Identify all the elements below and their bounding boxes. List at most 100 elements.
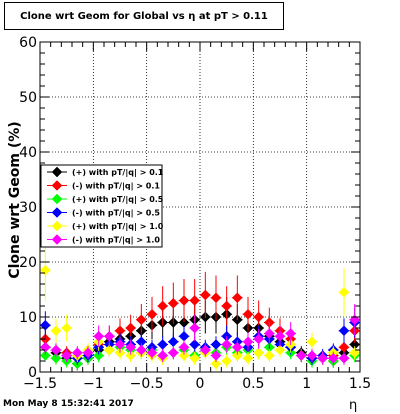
data-markers (39, 239, 361, 371)
tick-labels: −1.5 −1 −0.5 0 0.5 1 1.5 0 10 20 30 40 50 60 (19, 35, 371, 392)
data-point (253, 311, 265, 323)
data-point (39, 264, 51, 276)
data-point (285, 328, 297, 339)
data-point (39, 319, 51, 331)
data-point (274, 330, 286, 342)
legend-marker (51, 166, 63, 178)
data-point (125, 341, 137, 353)
y-axis-label: Clone wrt Geom (%) (7, 121, 23, 278)
legend-marker (51, 207, 63, 218)
axis-ticks (39, 41, 361, 373)
legend-entry: (-) with pT/|q| > 0.5 (72, 209, 160, 218)
data-point (39, 341, 51, 353)
data-point (39, 350, 51, 361)
data-point (82, 347, 94, 359)
legend-marker (51, 193, 63, 205)
data-point (189, 339, 201, 350)
data-point (125, 350, 137, 361)
data-point (157, 339, 169, 350)
data-point (306, 350, 318, 361)
data-point (295, 350, 307, 361)
data-point (50, 344, 62, 356)
data-point (125, 322, 137, 334)
data-point (221, 300, 233, 312)
data-point (231, 292, 243, 304)
data-point (210, 292, 222, 304)
x-axis-label: η (349, 398, 358, 413)
data-point (178, 341, 190, 353)
y-tick-label: 40 (19, 145, 37, 161)
x-tick-label: −0.5 (130, 376, 164, 392)
data-point (71, 347, 83, 359)
data-point (50, 352, 62, 364)
y-tick-label: 30 (19, 200, 37, 216)
data-point (231, 350, 243, 361)
data-point (263, 350, 275, 361)
legend-marker (51, 220, 63, 232)
data-point (93, 350, 105, 361)
legend-entry: (+) with pT/|q| > 1.0 (72, 222, 164, 231)
y-tick-label: 20 (19, 255, 37, 271)
data-point (306, 336, 318, 348)
data-point (135, 314, 147, 326)
data-point (349, 347, 361, 359)
data-point (114, 339, 126, 350)
data-point (253, 347, 265, 359)
data-point (178, 330, 190, 342)
data-point (231, 341, 243, 353)
data-point (61, 322, 73, 334)
y-tick-label: 60 (19, 35, 37, 51)
legend-marker (51, 180, 63, 191)
legend-entry: (+) with pT/|q| > 0.5 (72, 195, 164, 204)
x-tick-label: 0.5 (242, 376, 264, 392)
legend-entry: (-) with pT/|q| > 0.1 (72, 182, 160, 191)
data-point (103, 330, 115, 342)
x-tick-label: −1 (83, 376, 104, 392)
data-point (242, 308, 254, 320)
data-point (221, 355, 233, 367)
data-point (317, 352, 329, 364)
data-point (167, 297, 179, 309)
data-point (274, 344, 286, 356)
data-point (178, 295, 190, 306)
y-tick-label: 50 (19, 90, 37, 106)
data-point (263, 328, 275, 339)
data-point (199, 289, 211, 301)
y-tick-label: 10 (19, 310, 37, 326)
legend-entry: (+) with pT/|q| > 0.1 (72, 168, 164, 177)
data-point (338, 352, 350, 364)
legend-entry: (-) with pT/|q| > 1.0 (72, 236, 160, 245)
data-point (221, 339, 233, 350)
data-point (135, 344, 147, 356)
data-point (103, 344, 115, 356)
data-point (189, 295, 201, 306)
data-point (210, 339, 222, 350)
legend-box (40, 164, 163, 248)
data-point (338, 286, 350, 298)
x-tick-label: −1.5 (23, 376, 57, 392)
x-tick-label: 0 (196, 376, 205, 392)
series-6 (39, 304, 361, 365)
x-tick-label: 1.5 (349, 376, 371, 392)
data-point (338, 341, 350, 353)
data-point (61, 350, 73, 361)
legend: (+) with pT/|q| > 0.1 (-) with pT/|q| > 0… (40, 164, 164, 248)
data-point (242, 352, 254, 364)
data-point (199, 344, 211, 356)
data-point (167, 347, 179, 359)
data-point (157, 350, 169, 361)
x-tick-label: 1 (302, 376, 311, 392)
data-point (178, 350, 190, 361)
data-point (327, 352, 339, 364)
data-point (146, 347, 158, 359)
data-point (93, 330, 105, 342)
legend-marker (51, 234, 63, 245)
data-point (167, 336, 179, 348)
data-point (157, 300, 169, 312)
y-tick-label: 0 (28, 365, 37, 381)
data-point (338, 325, 350, 337)
data-point (189, 322, 201, 334)
chart-title: Clone wrt Geom for Global vs η at pT > 0… (4, 2, 284, 30)
timestamp: Mon May 8 15:32:41 2017 (3, 399, 134, 409)
